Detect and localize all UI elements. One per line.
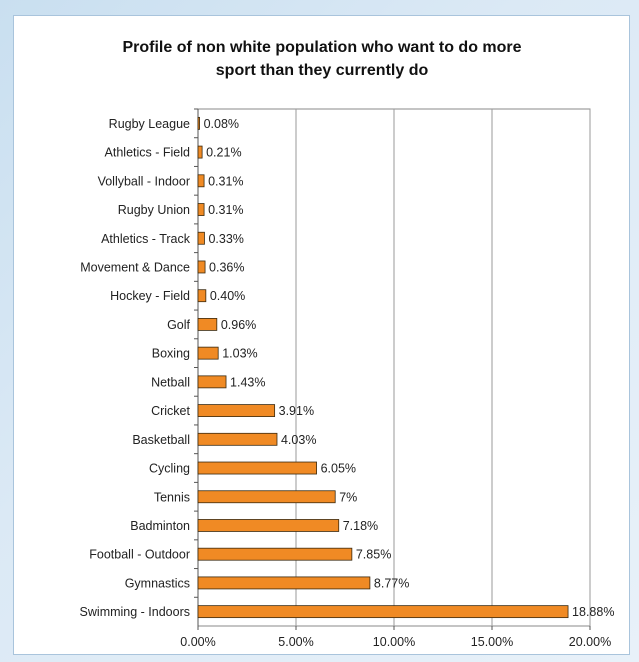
category-label: Hockey - Field [110,289,190,303]
bar [197,289,207,303]
bar [197,576,371,590]
data-label: 0.40% [210,289,245,303]
category-label: Athletics - Track [101,232,191,246]
category-label: Tennis [154,490,190,504]
x-tick-label: 15.00% [471,635,513,649]
data-label: 7.85% [356,548,391,562]
category-label: Athletics - Field [105,146,190,160]
data-label: 0.36% [209,260,244,274]
x-tick-label: 10.00% [373,635,415,649]
category-label: Netball [151,375,190,389]
bar [197,404,276,417]
data-label: 0.31% [208,174,243,188]
data-label: 0.21% [206,146,241,160]
bar [197,519,340,532]
category-label: Boxing [152,347,190,361]
bar [197,203,205,216]
bar [197,605,569,619]
category-label: Basketball [132,433,190,447]
chart-title-line: sport than they currently do [216,62,429,79]
bars [194,108,569,619]
data-label: 0.31% [208,203,243,217]
bar-chart: Profile of non white population who want… [80,39,615,649]
category-label: Golf [167,318,190,332]
bar [197,174,205,188]
bar [197,260,206,274]
bar [197,490,336,504]
bar [197,375,227,389]
category-label: Cycling [149,462,190,476]
bar [197,432,278,446]
category-label: Rugby Union [118,203,190,217]
chart-panel: Profile of non white population who want… [13,15,630,655]
x-tick-label: 0.00% [180,635,215,649]
data-label: 1.03% [222,347,257,361]
x-tick-label: 5.00% [278,635,313,649]
x-axis-ticks: 0.00% 5.00% 10.00% 15.00% 20.00% [180,626,611,649]
data-label: 7% [339,490,357,504]
category-label: Movement & Dance [80,260,190,274]
category-label: Badminton [130,519,190,533]
bar [197,116,200,130]
data-label: 0.33% [208,232,243,246]
bar [197,461,317,475]
category-label: Rugby League [109,117,190,131]
category-label: Gymnastics [125,576,190,590]
bar [197,231,205,245]
data-label: 7.18% [343,519,378,533]
category-label: Cricket [151,404,190,418]
bar [197,318,218,331]
data-labels: 0.08% 0.21% 0.31% 0.31% 0.33% 0.36% 0.40% 0.96%… [204,117,615,619]
x-tick-label: 20.00% [569,635,611,649]
data-label: 4.03% [281,433,316,447]
data-label: 3.91% [279,404,314,418]
data-label: 0.08% [204,117,239,131]
chart-title: Profile of non white population who want… [122,39,521,79]
category-labels: Rugby League Athletics - Field Vollyball -… [80,117,191,619]
bar [197,547,353,561]
data-label: 0.96% [221,318,256,332]
data-label: 1.43% [230,375,265,389]
category-label: Swimming - Indoors [80,605,190,619]
data-label: 18.88% [572,605,614,619]
bar [197,346,219,360]
gridlines [197,108,591,627]
chart-title-line: Profile of non white population who want… [122,39,521,56]
bar [197,145,203,159]
data-label: 8.77% [374,576,409,590]
data-label: 6.05% [321,462,356,476]
category-label: Football - Outdoor [89,548,190,562]
category-label: Vollyball - Indoor [98,174,190,188]
